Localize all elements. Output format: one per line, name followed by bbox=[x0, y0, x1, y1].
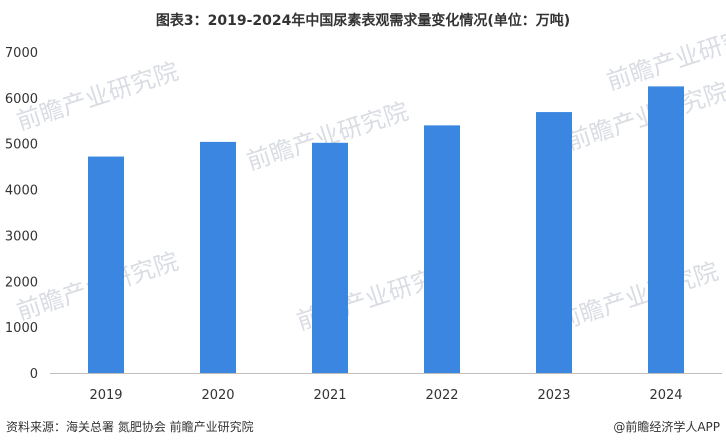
bar-2024 bbox=[648, 86, 684, 374]
x-tick-label: 2021 bbox=[313, 388, 346, 403]
y-tick-label: 1000 bbox=[5, 321, 38, 336]
y-tick-label: 2000 bbox=[5, 275, 38, 290]
chart-title: 图表3：2019-2024年中国尿素表观需求量变化情况(单位：万吨) bbox=[155, 13, 571, 29]
brand-credit: @前瞻经济学人APP bbox=[613, 420, 720, 434]
x-tick-label: 2020 bbox=[201, 388, 234, 403]
y-axis-tick-labels: 0 1000 2000 3000 4000 5000 6000 7000 bbox=[5, 46, 38, 382]
x-axis-tick-labels: 2019 2020 2021 2022 2023 2024 bbox=[89, 388, 682, 403]
watermark-text: 前瞻产业研究院 bbox=[563, 77, 726, 156]
bar-2019 bbox=[88, 156, 124, 373]
watermark-text: 前瞻产业研究院 bbox=[13, 57, 181, 136]
x-tick-label: 2024 bbox=[649, 388, 682, 403]
y-tick-label: 5000 bbox=[5, 138, 38, 153]
x-tick-label: 2022 bbox=[425, 388, 458, 403]
y-tick-label: 6000 bbox=[5, 92, 38, 107]
bar-2020 bbox=[200, 141, 236, 373]
x-tick-label: 2023 bbox=[537, 388, 570, 403]
bar-2022 bbox=[424, 125, 460, 373]
bars bbox=[88, 86, 684, 374]
x-tick-label: 2019 bbox=[89, 388, 122, 403]
y-tick-label: 7000 bbox=[5, 46, 38, 61]
bar-2021 bbox=[312, 142, 348, 373]
y-tick-label: 3000 bbox=[5, 229, 38, 244]
watermark-text: 前瞻产业研究院 bbox=[553, 257, 721, 336]
y-tick-label: 0 bbox=[30, 367, 38, 382]
y-tick-label: 4000 bbox=[5, 184, 38, 199]
bar-2023 bbox=[536, 112, 572, 373]
source-note: 资料来源：海关总署 氮肥协会 前瞻产业研究院 bbox=[6, 420, 254, 434]
